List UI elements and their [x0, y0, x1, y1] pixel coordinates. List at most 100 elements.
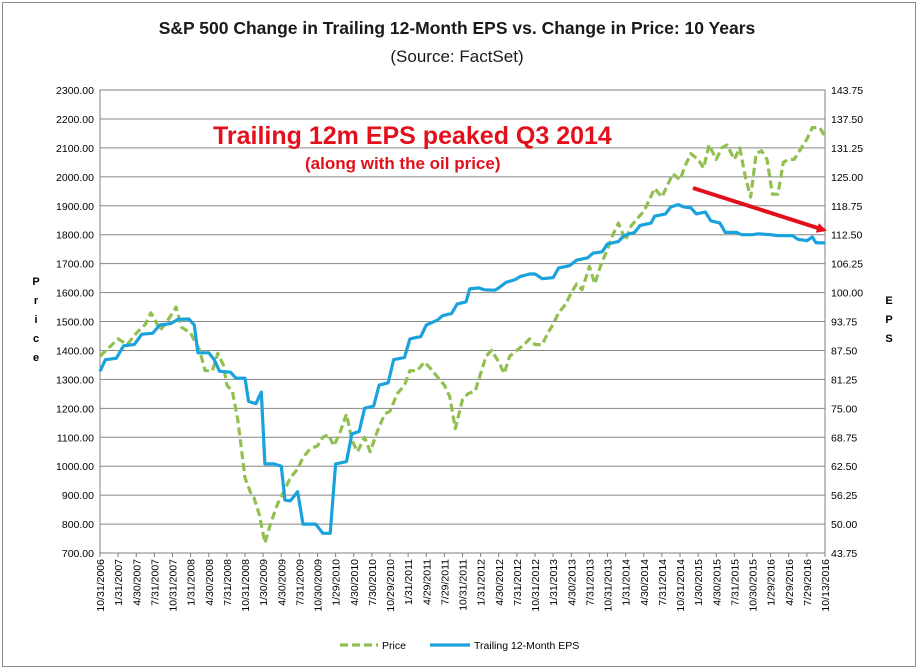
chart-title: S&P 500 Change in Trailing 12-Month EPS … [158, 18, 756, 38]
right-tick-label: 75.00 [831, 403, 857, 415]
right-tick-label: 81.25 [831, 374, 857, 386]
left-axis-label-letter: r [34, 295, 39, 307]
x-tick-label: 1/29/2010 [331, 559, 343, 606]
price-series-line [98, 126, 827, 545]
x-tick-label: 10/30/2015 [748, 559, 760, 612]
x-tick-label: 10/31/2008 [240, 559, 252, 612]
left-tick-label: 1800.00 [56, 230, 94, 242]
left-tick-label: 2000.00 [56, 172, 94, 184]
x-tick-label: 1/30/2009 [258, 559, 270, 606]
x-tick-label: 4/30/2009 [276, 559, 288, 606]
right-tick-label: 50.00 [831, 519, 857, 531]
right-tick-label: 143.75 [831, 85, 863, 97]
left-axis-label-letter: e [33, 352, 39, 364]
eps-series-line [98, 203, 826, 535]
x-tick-label: 1/30/2015 [693, 559, 705, 606]
left-tick-label: 1400.00 [56, 345, 94, 357]
x-tick-label: 4/30/2010 [349, 559, 361, 606]
left-axis-label-letter: i [34, 314, 37, 326]
x-tick-label: 4/29/2016 [784, 559, 796, 606]
right-tick-label: 68.75 [831, 432, 857, 444]
annotation-peak: Trailing 12m EPS peaked Q3 2014 [213, 122, 612, 150]
x-tick-label: 1/31/2011 [403, 559, 415, 605]
x-axis-ticks: 10/31/2006 1/31/2007 4/30/2007 7/31/2007 10/… [95, 553, 832, 612]
x-tick-label: 7/29/2016 [802, 559, 814, 606]
x-tick-label: 10/31/2012 [530, 559, 542, 612]
left-tick-label: 1200.00 [56, 403, 94, 415]
right-axis-label-letter: P [885, 314, 892, 326]
x-tick-label: 7/31/2012 [512, 559, 524, 606]
right-axis-ticks: 143.75 137.50 131.25 125.00 118.75 112.50 106.… [831, 85, 863, 560]
x-tick-label: 10/31/2013 [603, 559, 615, 612]
right-tick-label: 43.75 [831, 548, 857, 560]
x-tick-label: 10/31/2014 [675, 559, 687, 612]
left-axis-ticks: 2300.00 2200.00 2100.00 2000.00 1900.00 1800.… [56, 85, 94, 560]
x-tick-label: 1/29/2016 [766, 559, 778, 606]
series-lines [98, 126, 827, 545]
left-tick-label: 1600.00 [56, 288, 94, 300]
annotation-oil: (along with the oil price) [305, 154, 501, 173]
x-tick-label: 7/31/2008 [222, 559, 234, 606]
x-tick-label: 4/30/2008 [204, 559, 216, 606]
x-tick-label: 4/30/2012 [494, 559, 506, 606]
x-tick-label: 7/31/2013 [584, 559, 596, 606]
x-tick-label: 10/31/2006 [95, 559, 107, 612]
left-tick-label: 2200.00 [56, 114, 94, 126]
x-tick-label: 1/31/2007 [113, 559, 125, 606]
right-axis-label-letter: S [885, 333, 892, 345]
left-tick-label: 2100.00 [56, 143, 94, 155]
left-tick-label: 1000.00 [56, 461, 94, 473]
x-tick-label: 4/30/2015 [711, 559, 723, 606]
left-axis-label-letter: c [33, 333, 39, 345]
left-tick-label: 1100.00 [57, 432, 94, 444]
left-axis-label-letter: P [32, 276, 39, 288]
right-tick-label: 56.25 [831, 490, 857, 502]
legend: Price Trailing 12-Month EPS [340, 640, 579, 652]
x-tick-label: 7/31/2015 [729, 559, 741, 606]
right-tick-label: 93.75 [831, 317, 857, 329]
x-tick-label: 10/13/2016 [820, 559, 832, 612]
x-tick-label: 4/30/2014 [639, 559, 651, 606]
x-tick-label: 4/30/2007 [131, 559, 143, 606]
left-tick-label: 700.00 [62, 548, 94, 560]
right-tick-label: 125.00 [831, 172, 863, 184]
right-tick-label: 137.50 [831, 114, 863, 126]
x-tick-label: 7/31/2014 [657, 559, 669, 606]
left-tick-label: 1500.00 [56, 317, 94, 329]
x-tick-label: 7/31/2007 [149, 559, 161, 606]
right-tick-label: 87.50 [831, 345, 857, 357]
annotations: Trailing 12m EPS peaked Q3 2014 (along w… [213, 122, 827, 233]
x-tick-label: 7/31/2009 [294, 559, 306, 606]
legend-eps-label: Trailing 12-Month EPS [474, 640, 579, 652]
right-axis-label-letter: E [885, 295, 892, 307]
x-tick-label: 1/31/2012 [476, 559, 488, 606]
x-tick-label: 10/31/2011 [458, 559, 470, 611]
left-tick-label: 1300.00 [56, 374, 94, 386]
x-tick-label: 1/31/2008 [186, 559, 198, 606]
right-tick-label: 100.00 [831, 288, 863, 300]
right-tick-label: 118.75 [831, 201, 862, 213]
x-tick-label: 10/30/2009 [313, 559, 325, 612]
x-tick-label: 10/29/2010 [385, 559, 397, 612]
right-tick-label: 131.25 [831, 143, 863, 155]
left-tick-label: 800.00 [62, 519, 94, 531]
right-tick-label: 106.25 [831, 259, 863, 271]
left-tick-label: 1900.00 [56, 201, 94, 213]
x-tick-label: 1/31/2014 [621, 559, 633, 606]
trend-arrow [692, 186, 827, 233]
legend-price-label: Price [382, 640, 406, 652]
right-tick-label: 112.50 [831, 230, 862, 242]
x-tick-label: 4/29/2011 [421, 559, 433, 605]
left-tick-label: 2300.00 [56, 85, 94, 97]
gridlines [100, 118, 825, 525]
x-tick-label: 10/31/2007 [168, 559, 180, 612]
x-tick-label: 7/29/2011 [439, 559, 451, 605]
chart-subtitle: (Source: FactSet) [390, 47, 524, 66]
x-tick-label: 7/30/2010 [367, 559, 379, 606]
x-tick-label: 4/30/2013 [566, 559, 578, 606]
right-tick-label: 62.50 [831, 461, 857, 473]
left-tick-label: 1700.00 [56, 259, 94, 271]
left-tick-label: 900.00 [62, 490, 94, 502]
